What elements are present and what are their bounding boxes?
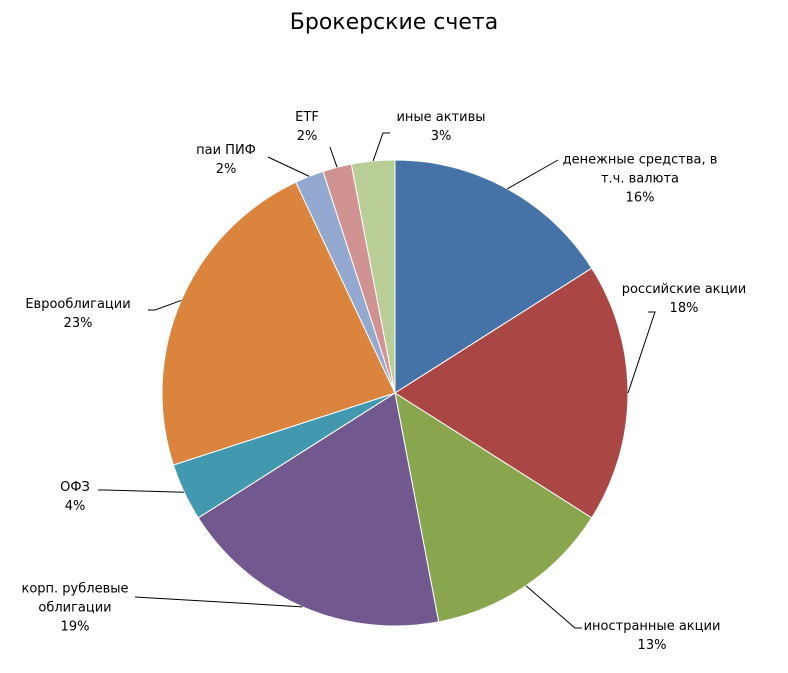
leader-line — [329, 146, 338, 168]
data-label: паи ПИФ 2% — [181, 141, 271, 179]
category-label: денежные средства, в т.ч. валюта — [562, 152, 718, 187]
data-label: Еврооблигации 23% — [3, 295, 153, 333]
category-label: Еврооблигации — [25, 297, 131, 312]
pie-slice — [394, 267, 629, 519]
leader-line — [507, 159, 559, 190]
value-label: 2% — [215, 162, 237, 177]
data-label: российские акции 18% — [609, 280, 759, 318]
category-label: российские акции — [621, 282, 747, 297]
leader-line — [148, 299, 182, 311]
leader-line — [525, 585, 582, 629]
value-label: 23% — [63, 316, 93, 331]
category-label: ОФЗ — [60, 480, 90, 495]
value-label: 3% — [430, 129, 452, 144]
data-label: иные активы 3% — [381, 108, 501, 146]
category-label: корп. рублевые облигации — [21, 581, 129, 616]
value-label: 18% — [669, 301, 699, 316]
data-label: корп. рублевые облигации 19% — [10, 580, 140, 637]
category-label: паи ПИФ — [196, 143, 256, 158]
category-label: ETF — [295, 110, 319, 125]
value-label: 2% — [296, 129, 318, 144]
data-label: иностранные акции 13% — [567, 617, 737, 655]
pie-slice — [161, 181, 396, 466]
leader-line — [627, 311, 656, 394]
leader-line — [134, 596, 303, 608]
category-label: иностранные акции — [583, 619, 721, 634]
leader-line — [372, 132, 390, 162]
value-label: 13% — [637, 638, 667, 653]
leader-line — [267, 156, 310, 177]
data-label: ОФЗ 4% — [45, 478, 105, 516]
data-label: денежные средства, в т.ч. валюта 16% — [560, 151, 720, 208]
value-label: 4% — [64, 499, 86, 514]
value-label: 19% — [60, 619, 90, 635]
pie-slice — [197, 392, 440, 627]
data-label: ETF 2% — [287, 108, 327, 146]
category-label: иные активы — [396, 110, 486, 125]
pie-slice — [394, 159, 593, 394]
pie-slice — [394, 391, 593, 623]
chart-title: Брокерские счета — [289, 10, 499, 35]
leader-line — [98, 489, 185, 493]
value-label: 16% — [625, 190, 655, 206]
